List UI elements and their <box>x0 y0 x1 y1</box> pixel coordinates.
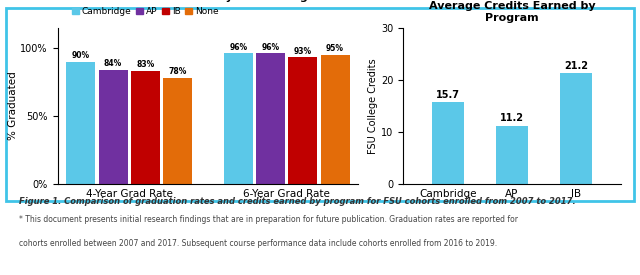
Title: FSU Graduation Rate by Credit Program: FSU Graduation Rate by Credit Program <box>83 0 333 2</box>
Text: * This document presents initial research findings that are in preparation for f: * This document presents initial researc… <box>19 214 518 224</box>
Bar <box>432 102 464 184</box>
Text: 84%: 84% <box>104 59 122 68</box>
Text: cohorts enrolled between 2007 and 2017. Subsequent course performance data inclu: cohorts enrolled between 2007 and 2017. … <box>19 239 497 248</box>
Text: 78%: 78% <box>168 67 187 76</box>
Bar <box>67 62 95 184</box>
Bar <box>131 71 160 184</box>
Text: 15.7: 15.7 <box>436 90 460 100</box>
Bar <box>321 55 349 184</box>
Bar <box>496 126 528 184</box>
Legend: Cambridge, AP, IB, None: Cambridge, AP, IB, None <box>68 4 222 20</box>
Text: 96%: 96% <box>262 43 280 52</box>
Text: 21.2: 21.2 <box>564 61 588 71</box>
Title: Average Credits Earned by
Program: Average Credits Earned by Program <box>429 1 595 23</box>
Text: 11.2: 11.2 <box>500 113 524 123</box>
Bar <box>289 57 317 184</box>
Bar <box>560 73 592 184</box>
Y-axis label: % Graduated: % Graduated <box>8 72 17 140</box>
Text: 95%: 95% <box>326 44 344 53</box>
Bar <box>99 70 127 184</box>
Y-axis label: FSU College Credits: FSU College Credits <box>369 58 378 154</box>
Text: 96%: 96% <box>229 43 248 52</box>
Text: 93%: 93% <box>294 47 312 56</box>
Bar <box>224 53 253 184</box>
Bar <box>163 78 192 184</box>
Text: 90%: 90% <box>72 51 90 60</box>
Bar <box>256 53 285 184</box>
Text: 83%: 83% <box>136 60 154 70</box>
Text: Figure 1. Comparison of graduation rates and credits earned by program for FSU c: Figure 1. Comparison of graduation rates… <box>19 197 576 206</box>
